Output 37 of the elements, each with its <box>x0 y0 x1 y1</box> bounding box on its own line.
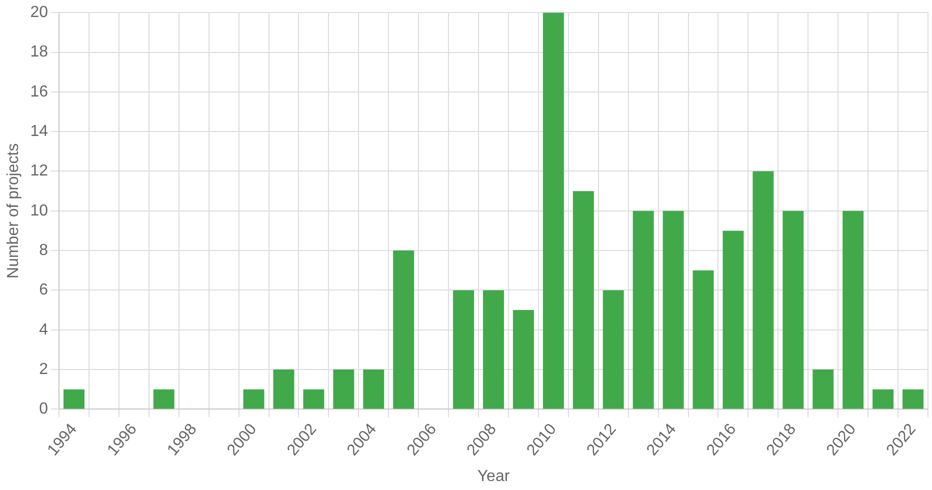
bar <box>872 389 894 409</box>
bar <box>512 310 534 409</box>
bar <box>752 171 774 409</box>
bar <box>153 389 174 409</box>
x-axis-title: Year <box>477 468 510 485</box>
bar <box>632 210 654 409</box>
bar <box>303 389 324 409</box>
y-tick-label: 0 <box>39 400 48 418</box>
bar <box>902 389 924 409</box>
bar <box>453 290 474 409</box>
bar <box>483 290 504 409</box>
bar <box>812 370 834 409</box>
bar <box>333 370 354 409</box>
bar <box>602 290 624 409</box>
bar <box>273 370 294 409</box>
bar <box>782 210 804 409</box>
y-tick-label: 4 <box>39 321 48 338</box>
bar <box>243 389 264 409</box>
bar <box>572 191 594 409</box>
y-tick-label: 14 <box>30 122 48 140</box>
bar <box>662 210 684 409</box>
bar <box>542 12 564 409</box>
y-tick-label: 16 <box>30 83 48 100</box>
bar <box>692 270 714 409</box>
y-tick-label: 10 <box>30 202 48 220</box>
y-tick-label: 8 <box>39 242 48 259</box>
y-tick-label: 2 <box>39 360 48 378</box>
bar <box>393 250 414 409</box>
y-tick-label: 20 <box>30 4 48 22</box>
bar <box>722 230 744 409</box>
bar <box>842 210 864 409</box>
y-tick-label: 12 <box>30 162 48 180</box>
y-axis-title: Number of projects <box>5 143 22 278</box>
y-tick-label: 6 <box>39 282 48 299</box>
y-tick-label: 18 <box>30 44 48 61</box>
bar <box>63 389 84 409</box>
bar <box>363 370 384 409</box>
